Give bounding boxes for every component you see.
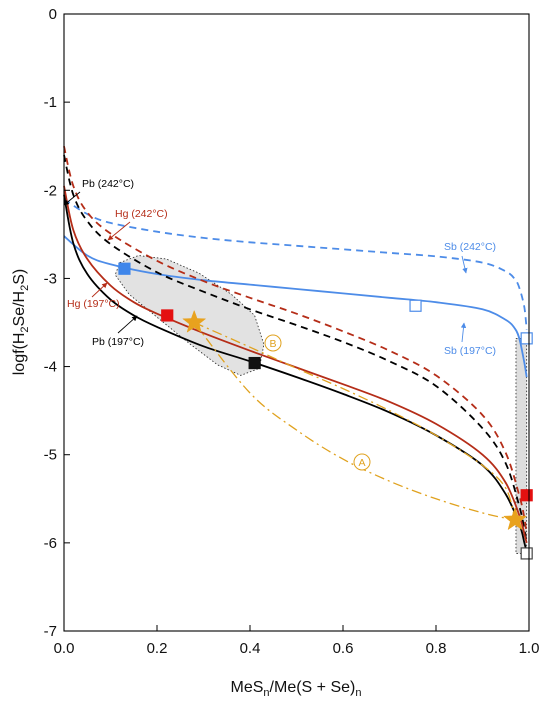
marker-square-0 xyxy=(118,262,131,275)
series-line-2 xyxy=(63,154,528,544)
label-pb-197: Pb (197°C) xyxy=(92,336,144,348)
y-tick-label-5: -5 xyxy=(44,447,57,464)
annotations-layer: Pb (242°C) Hg (242°C) Hg (197°C) Pb (197… xyxy=(63,178,496,471)
arrow-hg-197 xyxy=(91,282,108,298)
label-hg-242: Hg (242°C) xyxy=(115,208,168,220)
x-tick-label-1: 0.2 xyxy=(147,640,168,657)
arrow-sb-197 xyxy=(460,322,467,343)
y-tick-label-7: -7 xyxy=(44,623,57,640)
marker-star-7 xyxy=(182,309,207,333)
y-tick-label-3: -3 xyxy=(44,270,57,287)
marker-square-1 xyxy=(409,299,422,312)
marker-square-6 xyxy=(520,547,533,560)
label-sb-242: Sb (242°C) xyxy=(444,241,496,253)
series-layer xyxy=(63,146,528,552)
label-sb-197: Sb (197°C) xyxy=(444,345,496,357)
path-b-label: B xyxy=(269,338,276,350)
series-line-1 xyxy=(63,235,528,378)
y-tick-label-6: -6 xyxy=(44,535,57,552)
series-line-5 xyxy=(63,194,528,552)
y-tick-label-1: -1 xyxy=(44,94,57,111)
marker-square-4 xyxy=(520,489,533,502)
series-line-0 xyxy=(63,198,528,330)
marker-square-2 xyxy=(520,332,533,345)
label-hg-197: Hg (197°C) xyxy=(67,298,120,310)
points-layer xyxy=(118,262,533,560)
field-low-region xyxy=(114,255,265,376)
arrow-sb-242 xyxy=(461,255,468,274)
arrow-pb-197 xyxy=(117,315,138,334)
x-axis-title: MeSn/Me(S + Se)n xyxy=(231,679,362,699)
arrow-pb-242 xyxy=(63,191,81,206)
y-tick-label-2: -2 xyxy=(44,182,57,199)
y-axis-title: logf(H2Se/H2S) xyxy=(11,269,31,376)
y-tick-label-4: -4 xyxy=(44,359,57,376)
x-tick-label-5: 1.0 xyxy=(519,640,540,657)
label-pb-242: Pb (242°C) xyxy=(82,178,134,190)
y-tick-label-0: 0 xyxy=(49,6,57,23)
arrow-hg-242 xyxy=(107,221,131,241)
ticks-layer: 0.0 0.2 0.4 0.6 0.8 1.0 0 -1 -2 -3 -4 -5 -6 -7 xyxy=(44,6,540,657)
series-line-6 xyxy=(193,322,516,521)
marker-square-3 xyxy=(161,309,174,322)
fields-layer xyxy=(114,255,528,554)
series-line-7 xyxy=(193,321,516,521)
series-line-3 xyxy=(63,146,528,535)
axes xyxy=(63,13,530,632)
x-tick-label-3: 0.6 xyxy=(333,640,354,657)
x-tick-label-4: 0.8 xyxy=(426,640,447,657)
marker-star-8 xyxy=(502,507,528,531)
marker-square-5 xyxy=(248,356,261,370)
x-tick-label-0: 0.0 xyxy=(54,640,75,657)
path-b-circle xyxy=(264,334,282,352)
plot-frame xyxy=(63,13,530,632)
series-line-4 xyxy=(63,185,528,544)
path-a-circle xyxy=(353,453,371,471)
x-tick-label-2: 0.4 xyxy=(240,640,261,657)
path-a-label: A xyxy=(358,457,365,469)
